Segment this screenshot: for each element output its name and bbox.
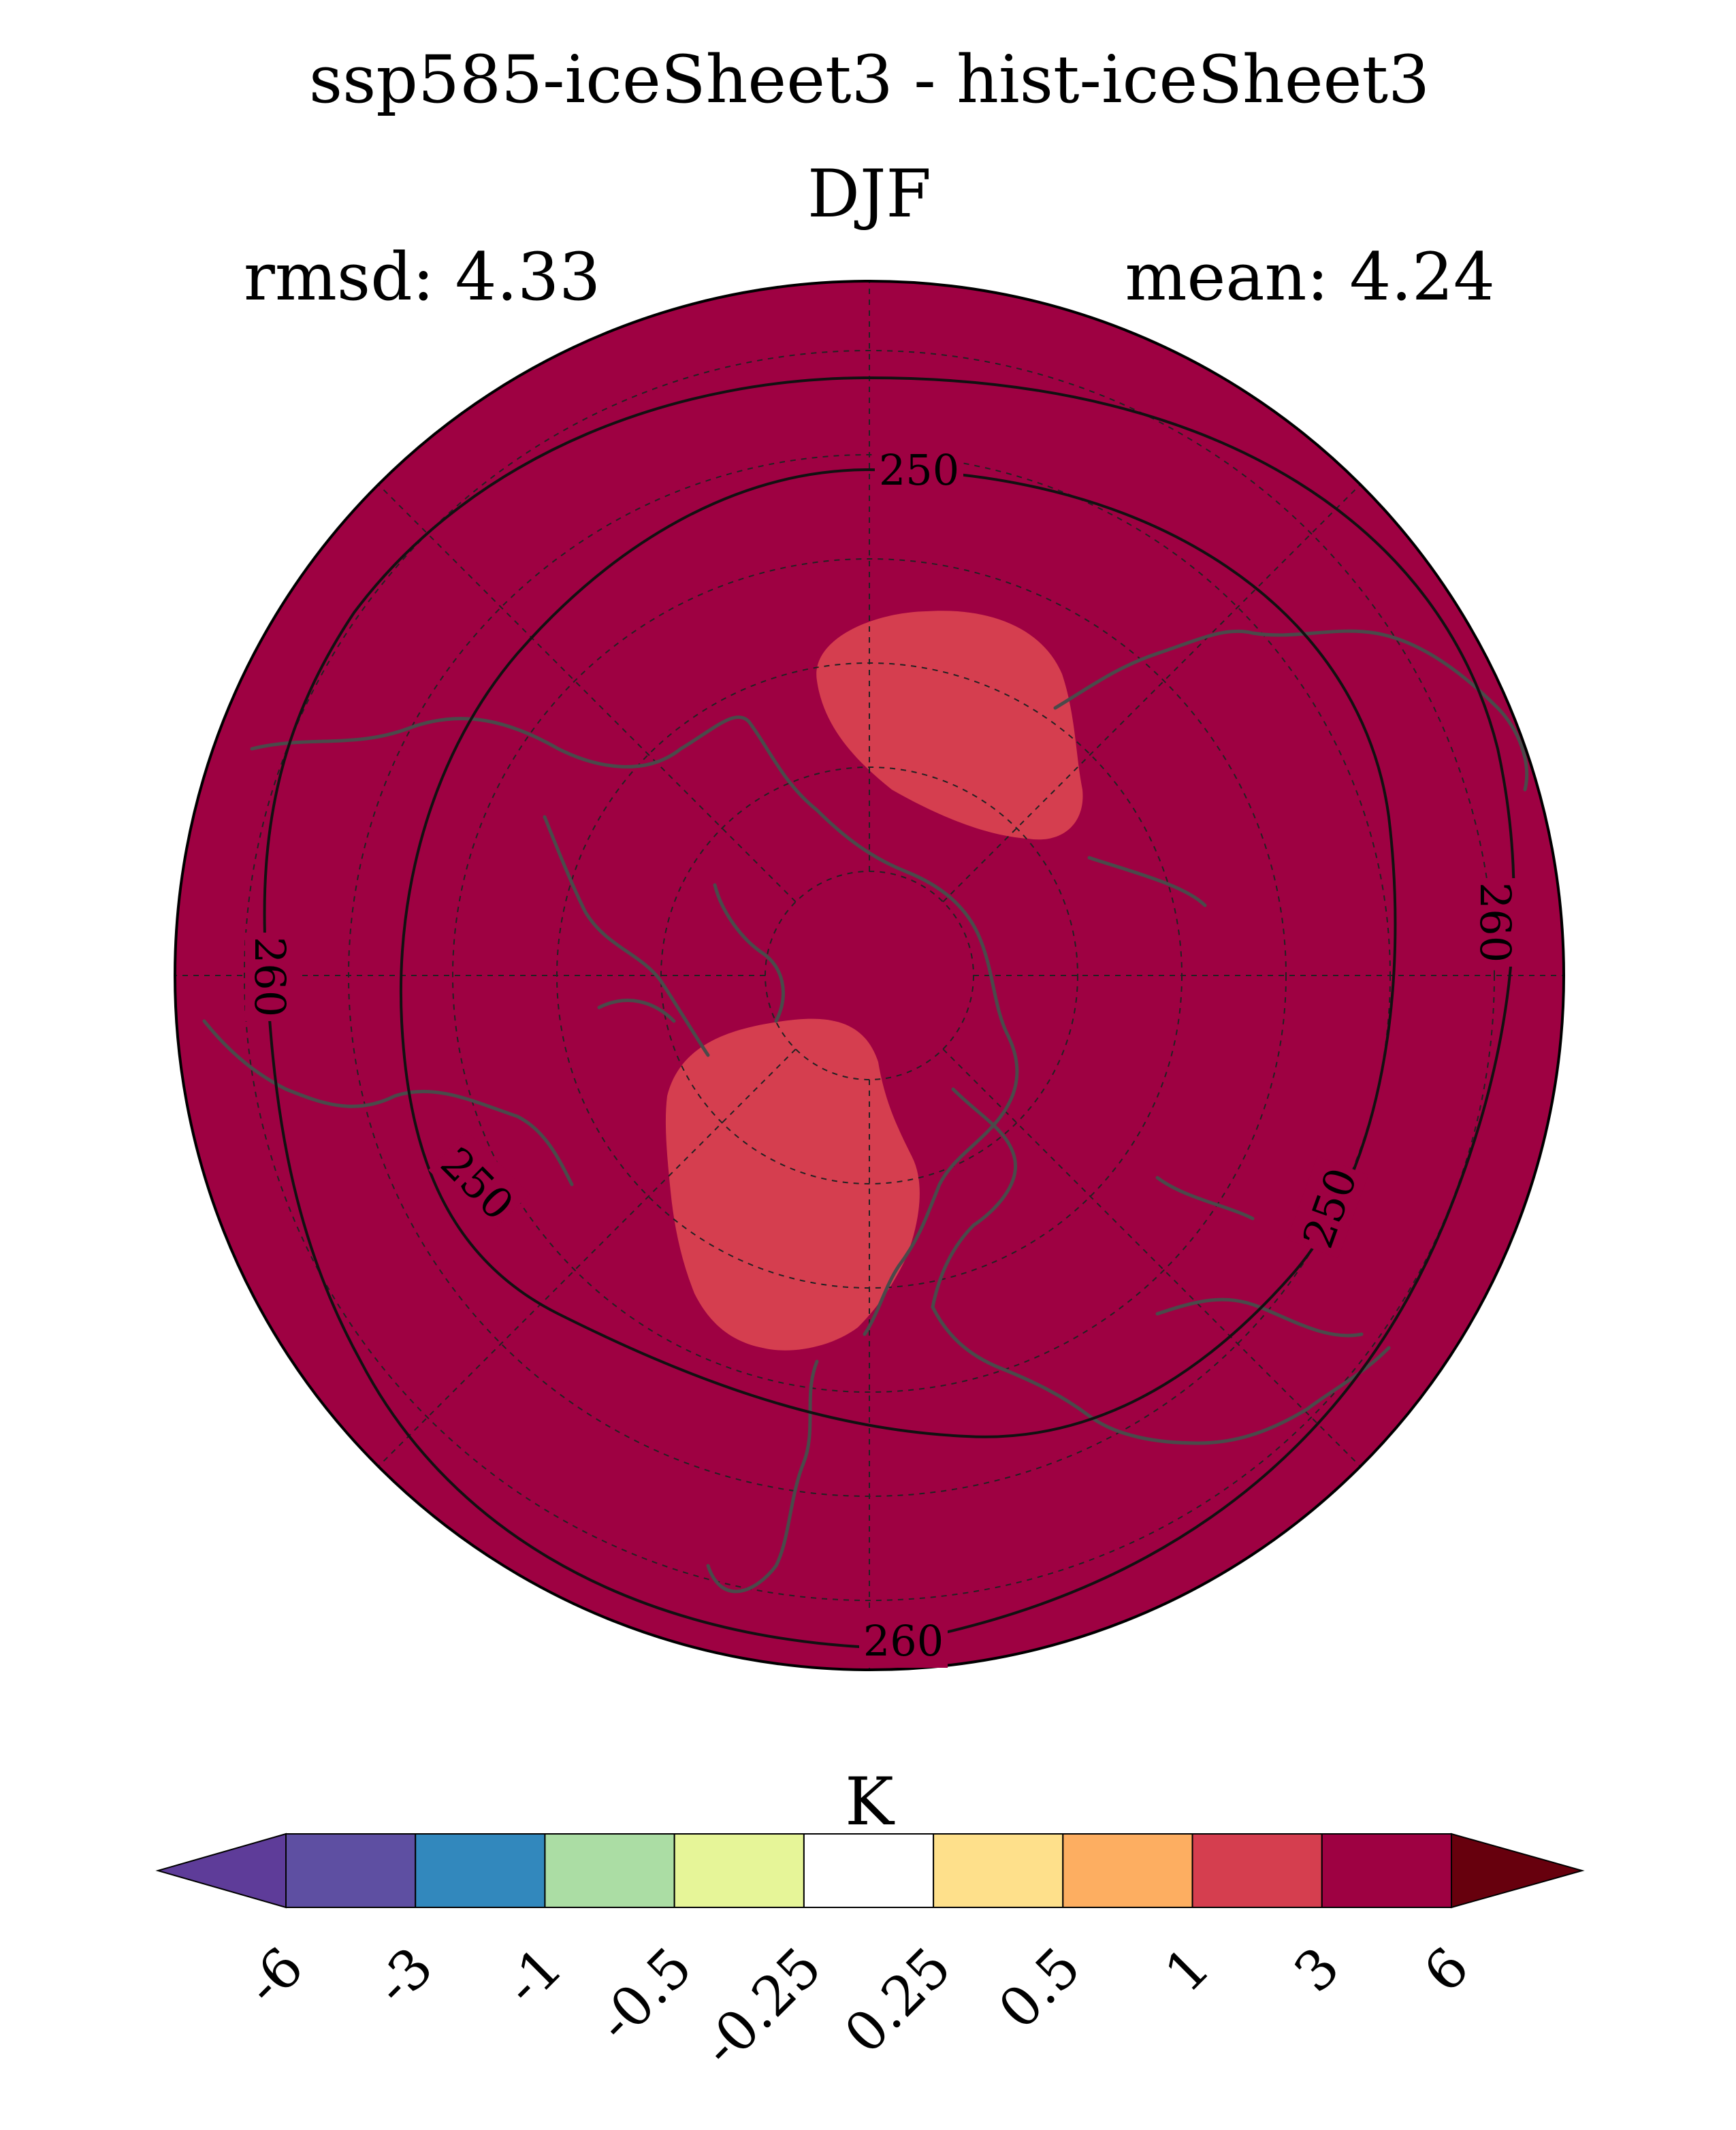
meridian-line (378, 1048, 797, 1467)
map-title: ssp585-iceSheet3 - hist-iceSheet3 (309, 42, 1430, 118)
colorbar-segment (285, 1833, 417, 1908)
contour-label-bg (875, 442, 963, 497)
colorbar-segment (1321, 1833, 1453, 1908)
meridian-line (378, 484, 797, 903)
contour-label-260-right: 260 (1470, 882, 1520, 963)
polar-map: 250 250 250 260 260 260 (174, 280, 1565, 1671)
latitude-circle (244, 350, 1495, 1601)
colorbar-segment (673, 1833, 805, 1908)
latitude-circle (452, 558, 1287, 1393)
colorbar-tick-label: -1 (492, 1935, 575, 2018)
contour-label-260-bottom: 260 (863, 1616, 944, 1666)
contour-label-bg (245, 933, 300, 1021)
colorbar-segment (544, 1833, 675, 1908)
colorbar-tick-label: 0.5 (986, 1935, 1093, 2042)
graticule (175, 281, 1564, 1670)
colorbar-segment (1191, 1833, 1323, 1908)
rmsd-label: rmsd: 4.33 (244, 239, 600, 315)
anomaly-patch-atlantic (665, 1018, 920, 1351)
colorbar-tick-label: 0.25 (833, 1935, 963, 2066)
contour-labels: 250 250 250 260 260 260 (245, 442, 1525, 1668)
contour-lines (263, 376, 1515, 1649)
colorbar-tick-label: 3 (1282, 1935, 1351, 2005)
map-background (175, 281, 1564, 1670)
contour-250 (399, 468, 1397, 1438)
colorbar-tick-label: -3 (363, 1935, 445, 2018)
colorbar: K -6 -3 -1 -0.5-0.250.25 0.5 1 3 6 (155, 1764, 1585, 2079)
contour-label-bg (428, 1131, 530, 1233)
meridian-line (942, 484, 1361, 903)
colorbar-segment (415, 1833, 546, 1908)
coastlines (202, 629, 1529, 1594)
colorbar-tick-label: 6 (1412, 1935, 1481, 2005)
colorbar-over-arrow (1451, 1833, 1585, 1909)
latitude-circle (660, 767, 1078, 1184)
contour-label-260-left: 260 (245, 937, 295, 1017)
colorbar-tick-label: 1 (1153, 1935, 1222, 2005)
contour-label-bg (859, 1613, 948, 1668)
colorbar-segment (1062, 1833, 1193, 1908)
anomaly-patch-north (816, 611, 1083, 840)
map-boundary (174, 280, 1565, 1671)
contour-260 (263, 376, 1515, 1649)
contour-label-250-top: 250 (879, 445, 959, 495)
colorbar-segment (933, 1833, 1064, 1908)
colorbar-unit: K (845, 1764, 895, 1840)
contour-label-bg (1470, 878, 1525, 967)
map-subtitle: DJF (807, 156, 931, 232)
colorbar-segment (803, 1833, 935, 1908)
colorbar-tick-label: -6 (234, 1935, 316, 2018)
colorbar-tick-label: -0.5 (585, 1935, 704, 2054)
meridian-line (942, 1048, 1361, 1467)
mean-label: mean: 4.24 (1125, 239, 1495, 315)
colorbar-under-arrow (155, 1833, 287, 1909)
contour-label-bg (1287, 1156, 1369, 1259)
colorbar-tick-label: -0.25 (690, 1935, 833, 2079)
